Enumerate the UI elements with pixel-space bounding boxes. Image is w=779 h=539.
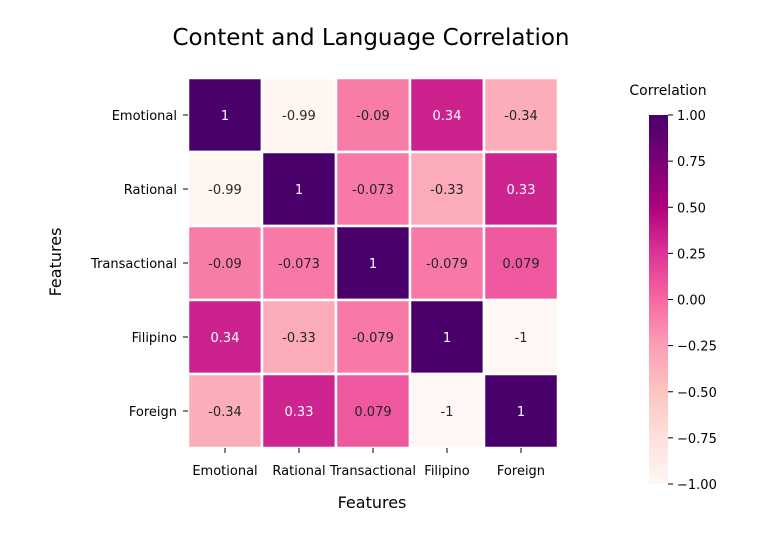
cell-value-label: 0.34 bbox=[211, 331, 240, 346]
colorbar-tick-label: 0.00 bbox=[677, 294, 706, 309]
heatmap-cell-rational-foreign bbox=[482, 150, 560, 228]
cell-value-label: -0.079 bbox=[352, 331, 394, 346]
cell-value-label: 0.079 bbox=[502, 257, 539, 272]
heatmap-cells: 1 -0.99 -0.09 0.34 -0.34 -0.99 1 -0.073 -0.33 0.3… bbox=[186, 76, 560, 450]
x-axis-label: Features bbox=[338, 493, 407, 512]
x-tick-label: Filipino bbox=[424, 464, 469, 479]
colorbar-tick-label: −1.00 bbox=[677, 478, 717, 493]
cell-value-label: -1 bbox=[515, 331, 528, 346]
cell-value-label: -0.073 bbox=[352, 183, 394, 198]
heatmap-cell-foreign-rational bbox=[260, 372, 338, 450]
colorbar-tick-label: 0.50 bbox=[677, 201, 706, 216]
colorbar bbox=[649, 115, 668, 484]
colorbar-tick-label: 0.25 bbox=[677, 247, 706, 262]
x-tick-label: Foreign bbox=[497, 464, 545, 479]
colorbar-tick-label: −0.75 bbox=[677, 432, 717, 447]
heatmap-cell-foreign-transactional bbox=[334, 372, 412, 450]
cell-value-label: -1 bbox=[441, 405, 454, 420]
x-tick-label: Transactional bbox=[329, 464, 416, 479]
cell-value-label: 1 bbox=[517, 405, 525, 420]
cell-value-label: -0.99 bbox=[282, 109, 316, 124]
cell-value-label: -0.09 bbox=[208, 257, 242, 272]
cell-value-label: -0.33 bbox=[430, 183, 464, 198]
cell-value-label: -0.34 bbox=[504, 109, 538, 124]
heatmap-cell-filipino-foreign bbox=[482, 298, 560, 376]
cell-value-label: -0.33 bbox=[282, 331, 316, 346]
cell-value-label: 1 bbox=[443, 331, 451, 346]
cell-value-label: -0.073 bbox=[278, 257, 320, 272]
y-tick-label: Filipino bbox=[132, 331, 177, 346]
cell-value-label: -0.34 bbox=[208, 405, 242, 420]
cell-value-label: -0.99 bbox=[208, 183, 242, 198]
chart-title: Content and Language Correlation bbox=[172, 25, 569, 51]
y-tick-labels: Emotional Rational Transactional Filipino Fo… bbox=[90, 109, 188, 420]
heatmap-cell-rational-transactional bbox=[334, 150, 412, 228]
colorbar-tick-label: 0.75 bbox=[677, 155, 706, 170]
cell-value-label: 0.33 bbox=[285, 405, 314, 420]
heatmap-cell-filipino-filipino bbox=[408, 298, 486, 376]
cell-value-label: 1 bbox=[221, 109, 229, 124]
x-tick-labels: Emotional Rational Transactional Filipino Fo… bbox=[192, 448, 545, 479]
cell-value-label: 0.33 bbox=[507, 183, 536, 198]
cell-value-label: 0.34 bbox=[433, 109, 462, 124]
x-tick-label: Rational bbox=[272, 464, 325, 479]
y-tick-label: Emotional bbox=[112, 109, 177, 124]
cell-value-label: 1 bbox=[369, 257, 377, 272]
colorbar-title: Correlation bbox=[629, 83, 706, 99]
colorbar-ticks: 1.00 0.75 0.50 0.25 0.00 −0.25 −0.50 −0.75 −1.00 bbox=[668, 109, 717, 493]
colorbar-tick-label: −0.25 bbox=[677, 340, 717, 355]
cell-value-label: 1 bbox=[295, 183, 303, 198]
cell-value-label: -0.079 bbox=[426, 257, 468, 272]
y-axis-label: Features bbox=[46, 228, 65, 297]
colorbar-tick-label: −0.50 bbox=[677, 386, 717, 401]
cell-value-label: -0.09 bbox=[356, 109, 390, 124]
heatmap-cell-filipino-rational bbox=[260, 298, 338, 376]
heatmap-cell-transactional-rational bbox=[260, 224, 338, 302]
y-tick-label: Transactional bbox=[90, 257, 177, 272]
cell-value-label: 0.079 bbox=[354, 405, 391, 420]
colorbar-tick-label: 1.00 bbox=[677, 109, 706, 124]
heatmap-cell-transactional-filipino bbox=[408, 224, 486, 302]
y-tick-label: Rational bbox=[124, 183, 177, 198]
x-tick-label: Emotional bbox=[192, 464, 257, 479]
y-tick-label: Foreign bbox=[129, 405, 177, 420]
